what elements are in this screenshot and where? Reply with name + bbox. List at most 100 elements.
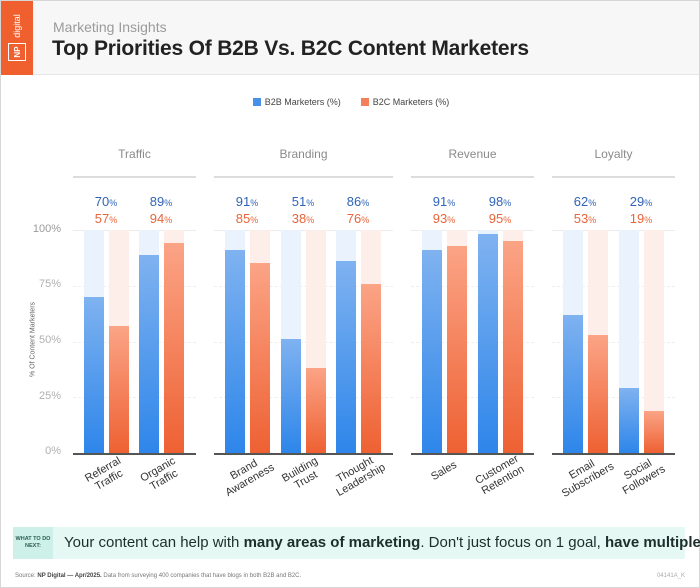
value-number: 62 [573,194,589,209]
group-title-branding: Branding [279,147,328,161]
source-note: Source: NP Digital — Apr/2025. Data from… [15,573,301,579]
what-to-do-next-badge: WHAT TO DO NEXT: [13,527,53,559]
value-suffix: % [588,215,597,225]
value-number: 95 [488,211,504,226]
value-number: 57 [94,211,110,226]
b2c-value-label: 53% [560,211,610,226]
source-text: Data from surveying 400 companies that h… [101,573,302,579]
cta-text: Your content can help with many areas of… [64,534,700,551]
gridline [214,342,393,343]
b2b-value-label: 29% [616,194,666,209]
b2c-value-label: 76% [333,211,383,226]
group-divider [73,176,196,178]
legend-label-b2b: B2B Marketers (%) [264,97,341,107]
b2b-value-label: 70% [81,194,131,209]
header: digital NP Marketing Insights Top Priori… [1,1,699,75]
gridline [214,286,393,287]
y-tick-25: 25% [38,390,61,402]
gridline [552,397,675,398]
y-tick-50: 50% [38,334,61,346]
gridline [411,342,534,343]
gridline [73,342,196,343]
gridline [411,286,534,287]
b2c-bar-track [109,230,129,453]
b2b-bar-track [336,230,356,453]
b2b-bar-track [478,230,498,453]
value-number: 19 [629,211,645,226]
value-number: 93 [432,211,448,226]
x-axis-baseline [411,453,534,455]
b2b-value-label: 91% [222,194,272,209]
value-number: 29 [629,194,645,209]
legend-item-b2c: B2C Marketers (%) [360,97,450,107]
gridline-100 [214,230,393,231]
group-title-loyalty: Loyalty [594,147,633,161]
b2b-bar [619,388,639,453]
y-tick-100: 100% [32,223,61,235]
value-number: 51 [291,194,307,209]
gridline [552,342,675,343]
value-number: 86 [346,194,362,209]
gridline [73,397,196,398]
value-suffix: % [250,198,259,208]
group-title-revenue: Revenue [448,147,497,161]
value-number: 85 [235,211,251,226]
gridline-100 [552,230,675,231]
b2b-bar-track [84,230,104,453]
b2c-bar-track [644,230,664,453]
b2c-bar [164,243,184,453]
legend-item-b2b: B2B Marketers (%) [252,97,341,107]
value-suffix: % [250,215,259,225]
value-suffix: % [109,198,118,208]
y-tick-75: 75% [38,278,61,290]
value-suffix: % [109,215,118,225]
b2c-value-label: 93% [419,211,469,226]
value-number: 91 [432,194,448,209]
np-digital-logo: digital NP [1,1,33,75]
b2c-value-label: 38% [278,211,328,226]
b2b-bar [563,314,583,453]
value-suffix: % [644,198,653,208]
value-suffix: % [503,215,512,225]
value-suffix: % [644,215,653,225]
cta-emphasis: have multiple [604,534,700,551]
b2b-bar-track [139,230,159,453]
b2b-value-label: 89% [136,194,186,209]
b2c-bar [361,283,381,453]
value-number: 53 [573,211,589,226]
x-axis-baseline [552,453,675,455]
group-divider [411,176,534,178]
b2b-bar [139,254,159,453]
b2c-value-label: 19% [616,211,666,226]
cta-emphasis: many areas of marketing [243,534,421,551]
value-suffix: % [361,198,370,208]
legend-label-b2c: B2C Marketers (%) [372,97,450,107]
value-suffix: % [447,198,456,208]
b2c-bar [644,410,664,453]
value-number: 38 [291,211,307,226]
gridline-100 [411,230,534,231]
b2c-bar [588,334,608,453]
b2b-value-label: 98% [475,194,525,209]
value-number: 94 [149,211,165,226]
value-suffix: % [588,198,597,208]
value-number: 91 [235,194,251,209]
b2c-value-label: 85% [222,211,272,226]
b2c-bar-track [447,230,467,453]
gridline-100 [73,230,196,231]
logo-digital-text: digital [12,14,22,38]
b2b-swatch-icon [252,98,261,106]
b2c-value-label: 57% [81,211,131,226]
gridline [411,397,534,398]
value-suffix: % [447,215,456,225]
source-bold: NP Digital — Apr/2025. [37,573,102,579]
b2b-bar [84,296,104,453]
b2c-value-label: 95% [475,211,525,226]
b2c-bar [109,325,129,453]
b2b-bar-track [225,230,245,453]
value-suffix: % [164,215,173,225]
group-title-traffic: Traffic [118,147,151,161]
y-tick-0: 0% [45,445,61,457]
b2c-bar-track [588,230,608,453]
b2c-bar [503,241,523,453]
